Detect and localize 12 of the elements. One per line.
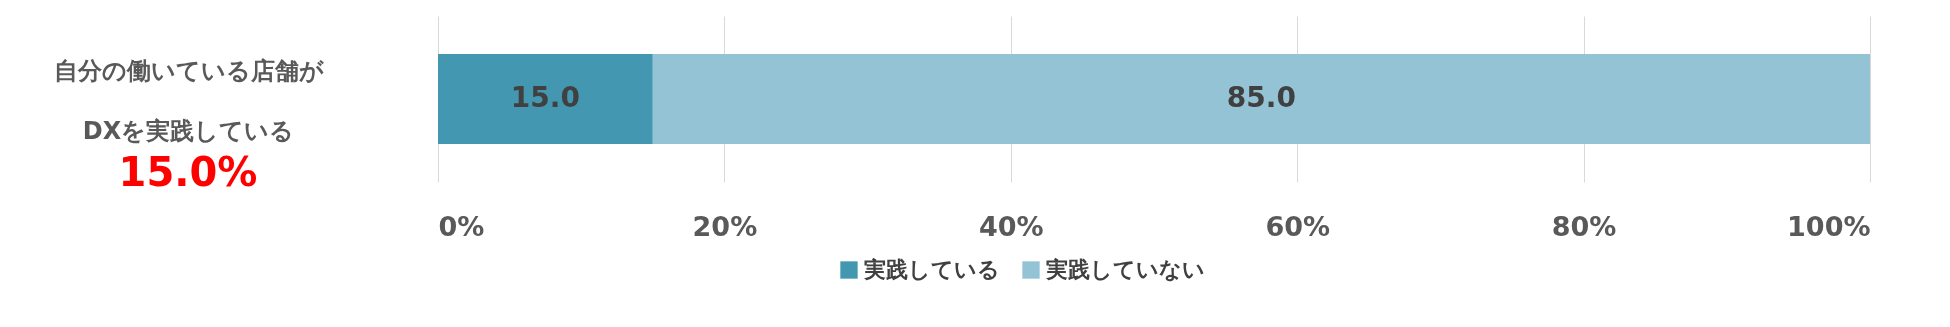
text: 15.0%: [118, 149, 258, 195]
x-tick-label: 80%: [1551, 210, 1617, 242]
data-label: 85.0: [1226, 81, 1296, 114]
x-tick-label: 40%: [978, 210, 1044, 242]
x-tick-label: 0%: [438, 210, 485, 242]
category-label: 自分の働いている店舗が DXを実践している: [53, 57, 324, 145]
legend-label: 実践していない: [1045, 257, 1205, 282]
data-label: 15.0: [510, 81, 580, 114]
x-tick-label: 100%: [1787, 210, 1871, 242]
legend-label: 実践している: [863, 257, 1000, 282]
x-tick-label: 60%: [1265, 210, 1331, 242]
x-tick-label: 20%: [692, 210, 758, 242]
